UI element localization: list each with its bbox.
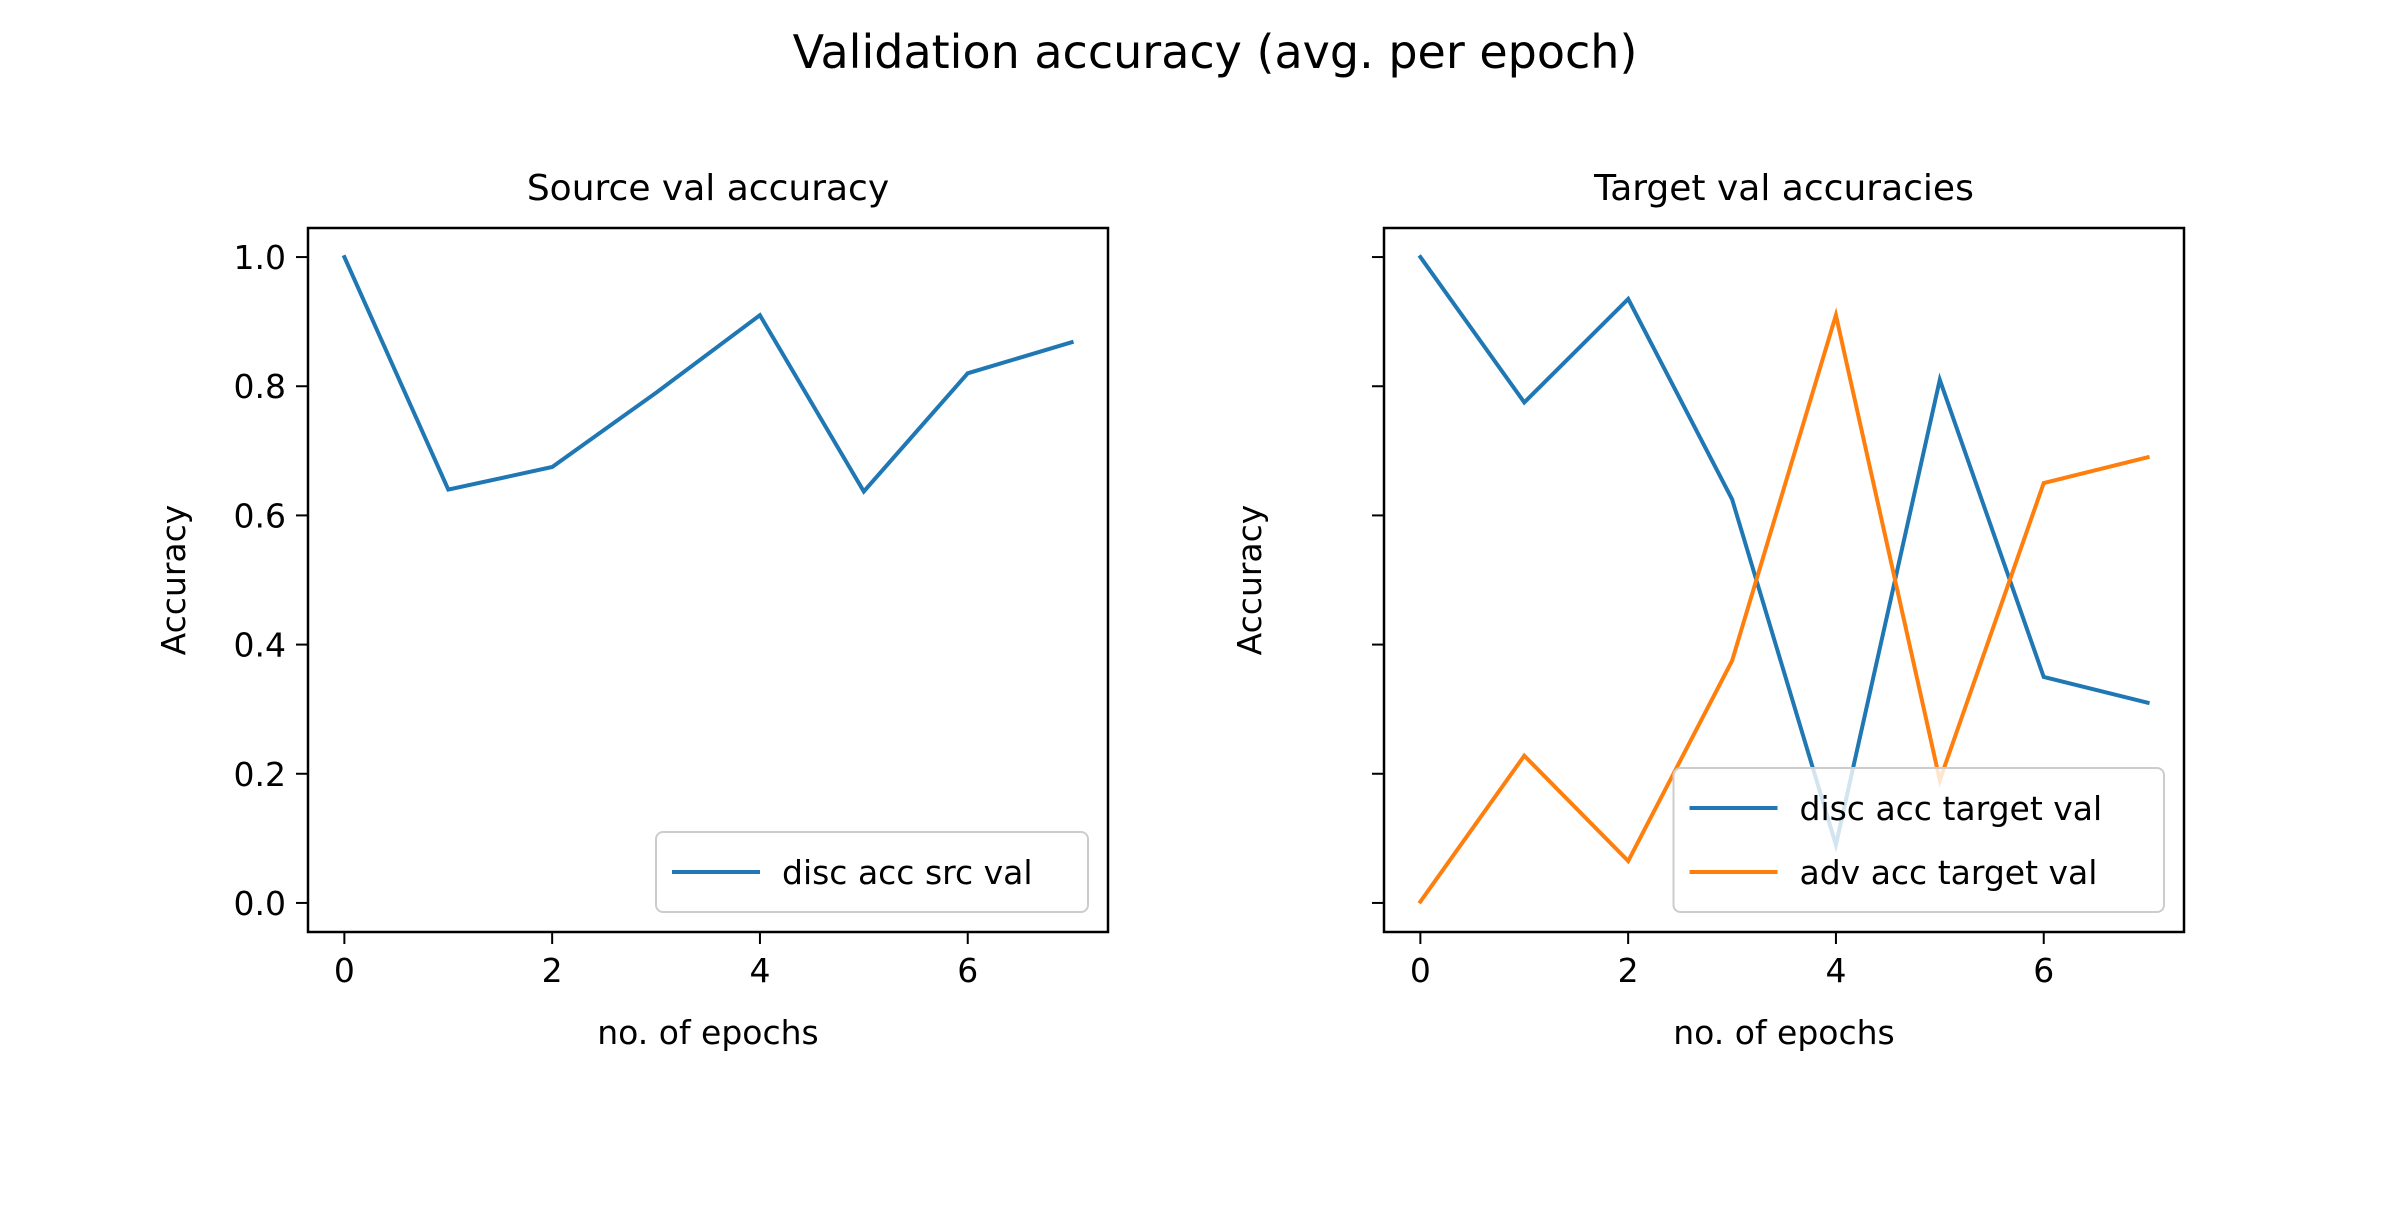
y-tick-label: 1.0 xyxy=(234,238,286,277)
x-tick-label: 2 xyxy=(542,951,563,990)
y-tick-label: 0.0 xyxy=(234,884,286,923)
subplot-title: Source val accuracy xyxy=(527,168,889,209)
legend: disc acc target val adv acc target val xyxy=(1674,768,2165,912)
subplot-2: Target val accuracies 0 2 4 6 no. of epochs Ac… xyxy=(1230,168,2184,1052)
y-tick-label: 0.8 xyxy=(234,367,286,406)
y-axis-label: Accuracy xyxy=(154,505,193,656)
x-axis-label: no. of epochs xyxy=(1673,1013,1895,1052)
subplot-1: Source val accuracy 0 2 4 6 0.0 0.2 0.4 0.6 0.8 1.… xyxy=(154,168,1108,1052)
x-tick-label: 6 xyxy=(2033,951,2054,990)
legend-label: disc acc target val xyxy=(1800,789,2103,828)
y-tick-label: 0.4 xyxy=(234,626,286,665)
axes-frame xyxy=(308,228,1108,932)
legend-label: disc acc src val xyxy=(782,853,1033,892)
subplot-title: Target val accuracies xyxy=(1593,168,1974,209)
legend-label: adv acc target val xyxy=(1800,853,2098,892)
x-axis-label: no. of epochs xyxy=(597,1013,819,1052)
legend: disc acc src val xyxy=(656,832,1088,912)
x-tick-label: 0 xyxy=(1410,951,1431,990)
x-tick-label: 2 xyxy=(1618,951,1639,990)
x-tick-label: 4 xyxy=(1825,951,1846,990)
y-tick-label: 0.2 xyxy=(234,755,286,794)
series-line-disc-acc-target-val xyxy=(1420,257,2147,845)
x-tick-label: 4 xyxy=(749,951,770,990)
y-tick-label: 0.6 xyxy=(234,496,286,535)
x-tick-label: 0 xyxy=(334,951,355,990)
y-axis-label: Accuracy xyxy=(1230,505,1269,656)
figure-suptitle: Validation accuracy (avg. per epoch) xyxy=(793,25,1638,79)
series-line-disc-acc-src-val xyxy=(344,257,1071,491)
subplots: Source val accuracy 0 2 4 6 0.0 0.2 0.4 0.6 0.8 1.… xyxy=(154,168,2184,1052)
x-tick-label: 6 xyxy=(957,951,978,990)
